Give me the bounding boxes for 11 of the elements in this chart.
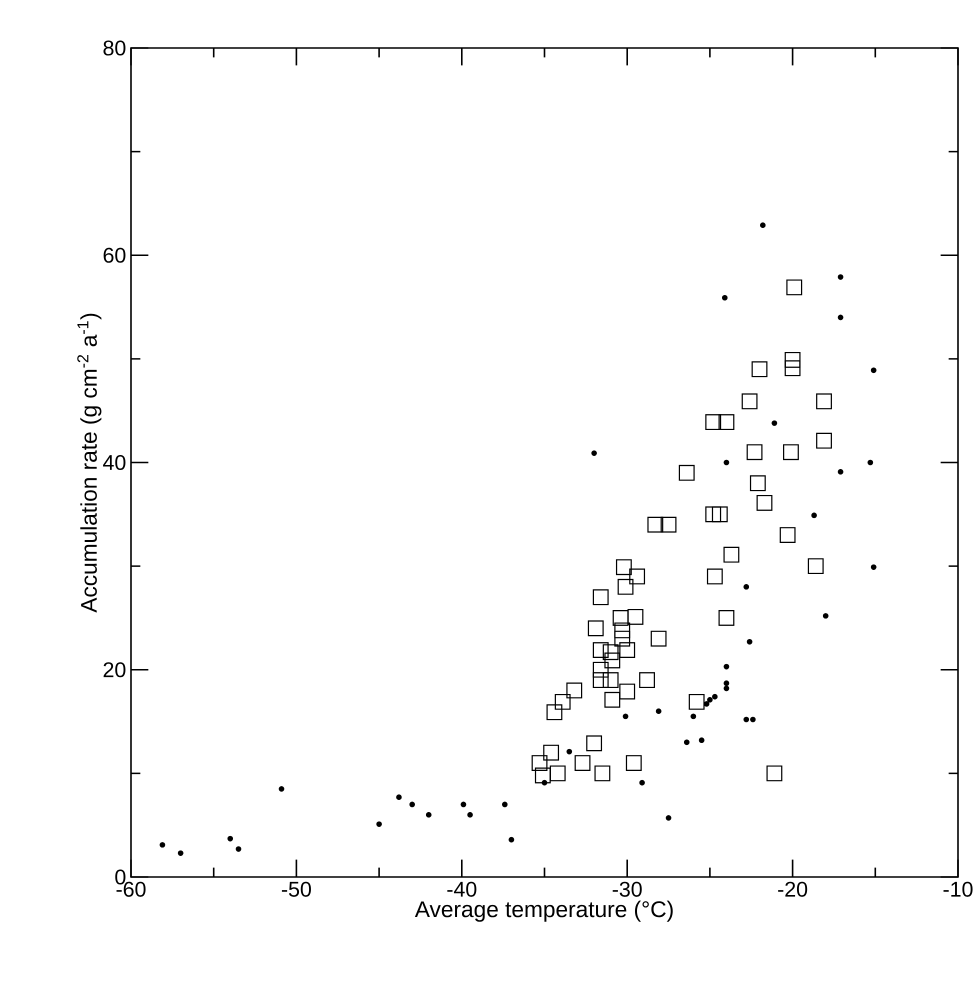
- y-tick-label: 60: [104, 248, 126, 263]
- x-tick-label: -10: [944, 882, 973, 897]
- x-tick-label: -30: [612, 882, 642, 897]
- x-axis-title: Average temperature (°C): [414, 900, 673, 922]
- y-axis-title: Accumulation rate (g cm$^{-2}$ a$^{-1}$): [77, 314, 102, 613]
- y-tick-label: 20: [104, 662, 126, 678]
- x-tick-label: -20: [778, 882, 808, 897]
- x-tick-label: -40: [447, 882, 476, 897]
- y-tick-label: 80: [103, 40, 126, 56]
- y-tick-label: 40: [103, 454, 126, 470]
- x-tick-label: -50: [282, 882, 311, 897]
